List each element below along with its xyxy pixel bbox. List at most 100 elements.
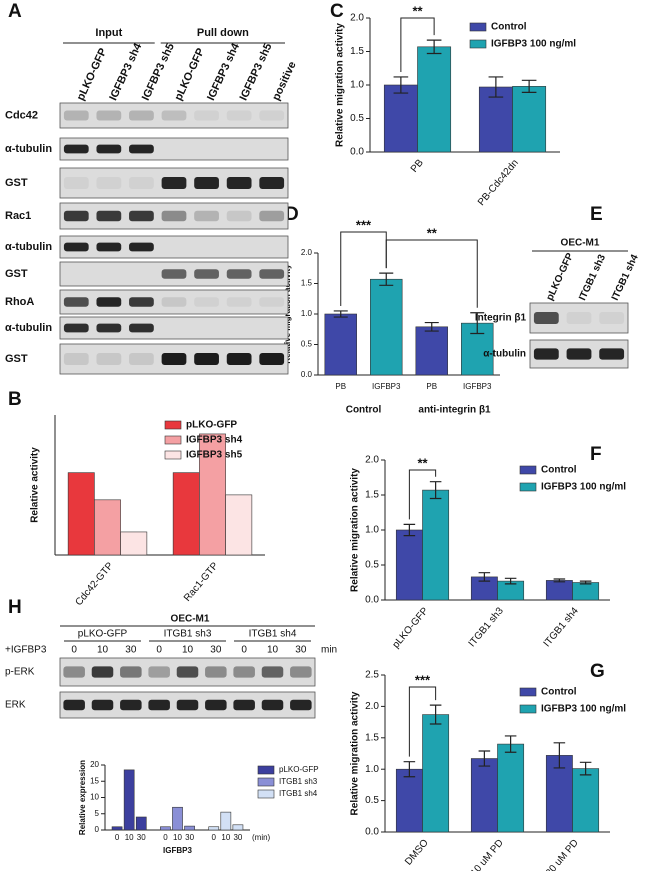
x-tick-label: 0: [115, 833, 120, 842]
blot-band: [129, 144, 154, 154]
blot-band: [226, 110, 252, 121]
time-unit: min: [321, 645, 337, 656]
row-label: α-tubulin: [5, 322, 52, 334]
bar: [220, 811, 232, 831]
lane-label: IGFBP3 sh4: [107, 41, 144, 103]
y-tick-label: 0.0: [365, 827, 379, 838]
x-tick-label: 30: [185, 833, 194, 842]
significance-bracket: [385, 239, 478, 308]
panel-label: E: [590, 204, 603, 225]
lane-label: IGFBP3 sh5: [238, 41, 275, 102]
y-tick-label: 0.0: [365, 595, 379, 606]
legend-swatch: [519, 482, 537, 492]
blot-band: [63, 110, 89, 121]
row-label: GST: [5, 268, 28, 280]
legend-swatch: [469, 22, 487, 32]
legend-label: ITGB1 sh3: [279, 777, 318, 786]
y-tick-label: 20: [90, 760, 99, 769]
blot-band: [129, 242, 154, 252]
row-label: GST: [5, 177, 28, 189]
lane-label: positive: [270, 60, 298, 103]
y-tick-label: 1.0: [365, 764, 379, 775]
bar: [422, 489, 450, 601]
row-label: GST: [5, 353, 28, 365]
blot-band: [120, 666, 142, 678]
error-bar: [488, 76, 504, 98]
error-bar: [521, 79, 537, 93]
legend-swatch: [164, 450, 182, 460]
blot-band: [96, 353, 122, 365]
blot-band: [194, 177, 219, 189]
lane-label: pLKO-GFP: [172, 46, 207, 102]
bar: [572, 582, 600, 601]
blot-band: [226, 269, 252, 279]
y-axis-label: Relative expression: [78, 760, 87, 835]
y-tick-label: 0.5: [350, 113, 364, 124]
blot-band: [205, 666, 227, 678]
bar: [172, 472, 200, 556]
blot-band: [148, 666, 170, 678]
blot-title: OEC-M1: [171, 614, 210, 625]
bar: [415, 326, 448, 376]
error-bar: [393, 76, 409, 94]
error-bar: [379, 272, 394, 286]
error-bar: [333, 310, 348, 318]
blot-band: [566, 348, 592, 360]
blot-band: [259, 297, 285, 307]
bar: [199, 433, 226, 556]
row-label: α-tubulin: [5, 241, 52, 253]
error-bar: [553, 742, 566, 769]
y-axis-label: Relative migration activity: [335, 23, 346, 147]
blot-row: [59, 137, 289, 161]
y-tick-label: 15: [90, 776, 99, 785]
bar: [422, 714, 450, 833]
x-tick-label: 30: [233, 833, 242, 842]
blot-band: [176, 666, 199, 678]
error-bar: [470, 312, 485, 335]
x-tick-label: DMSO: [403, 837, 431, 867]
significance-bracket: [400, 17, 435, 72]
x-tick-label: ITGB1 sh3: [467, 605, 506, 649]
y-tick-label: 2.0: [350, 13, 364, 24]
blot-band: [161, 269, 187, 279]
error-bar: [579, 761, 592, 776]
row-label: α-tubulin: [5, 143, 52, 155]
bar: [135, 816, 147, 831]
x-unit: (min): [252, 833, 271, 842]
x-tick-label: PB-Cdc42dn: [476, 158, 521, 209]
blot-band: [194, 210, 219, 222]
significance-label: **: [412, 3, 423, 18]
lane-label: ITGB1 sh3: [577, 253, 608, 303]
panel-label: F: [590, 444, 602, 465]
y-tick-label: 1.5: [365, 732, 379, 743]
legend-swatch: [519, 704, 537, 714]
legend-swatch: [519, 465, 537, 475]
blot-band: [261, 699, 284, 711]
blot-band: [129, 353, 154, 365]
bar: [497, 743, 525, 833]
error-bar: [553, 578, 566, 583]
x-tick-label: 10: [221, 833, 230, 842]
panel-label: C: [330, 1, 344, 22]
treatment-label: +IGFBP3: [5, 645, 47, 656]
lane-label: IGFBP3 sh4: [205, 41, 242, 103]
error-bar: [426, 39, 442, 55]
time-label: 0: [71, 645, 77, 656]
blot-band: [599, 312, 625, 324]
x-tick-label: pLKO-GFP: [391, 605, 431, 650]
legend-label: ITGB1 sh4: [279, 789, 318, 798]
bar: [208, 826, 220, 831]
error-bar: [403, 523, 416, 537]
x-tick-label: PB: [409, 157, 426, 175]
significance-label: **: [417, 455, 428, 470]
blot-band: [194, 110, 219, 121]
group-label: ITGB1 sh3: [164, 629, 212, 640]
blot-band: [226, 177, 252, 189]
blot-band: [205, 699, 227, 711]
legend-label: Control: [541, 465, 577, 476]
y-tick-label: 0.5: [365, 795, 379, 806]
blot-header: Pull down: [197, 27, 249, 39]
blot-band: [91, 699, 114, 711]
panel-label: D: [285, 204, 299, 225]
